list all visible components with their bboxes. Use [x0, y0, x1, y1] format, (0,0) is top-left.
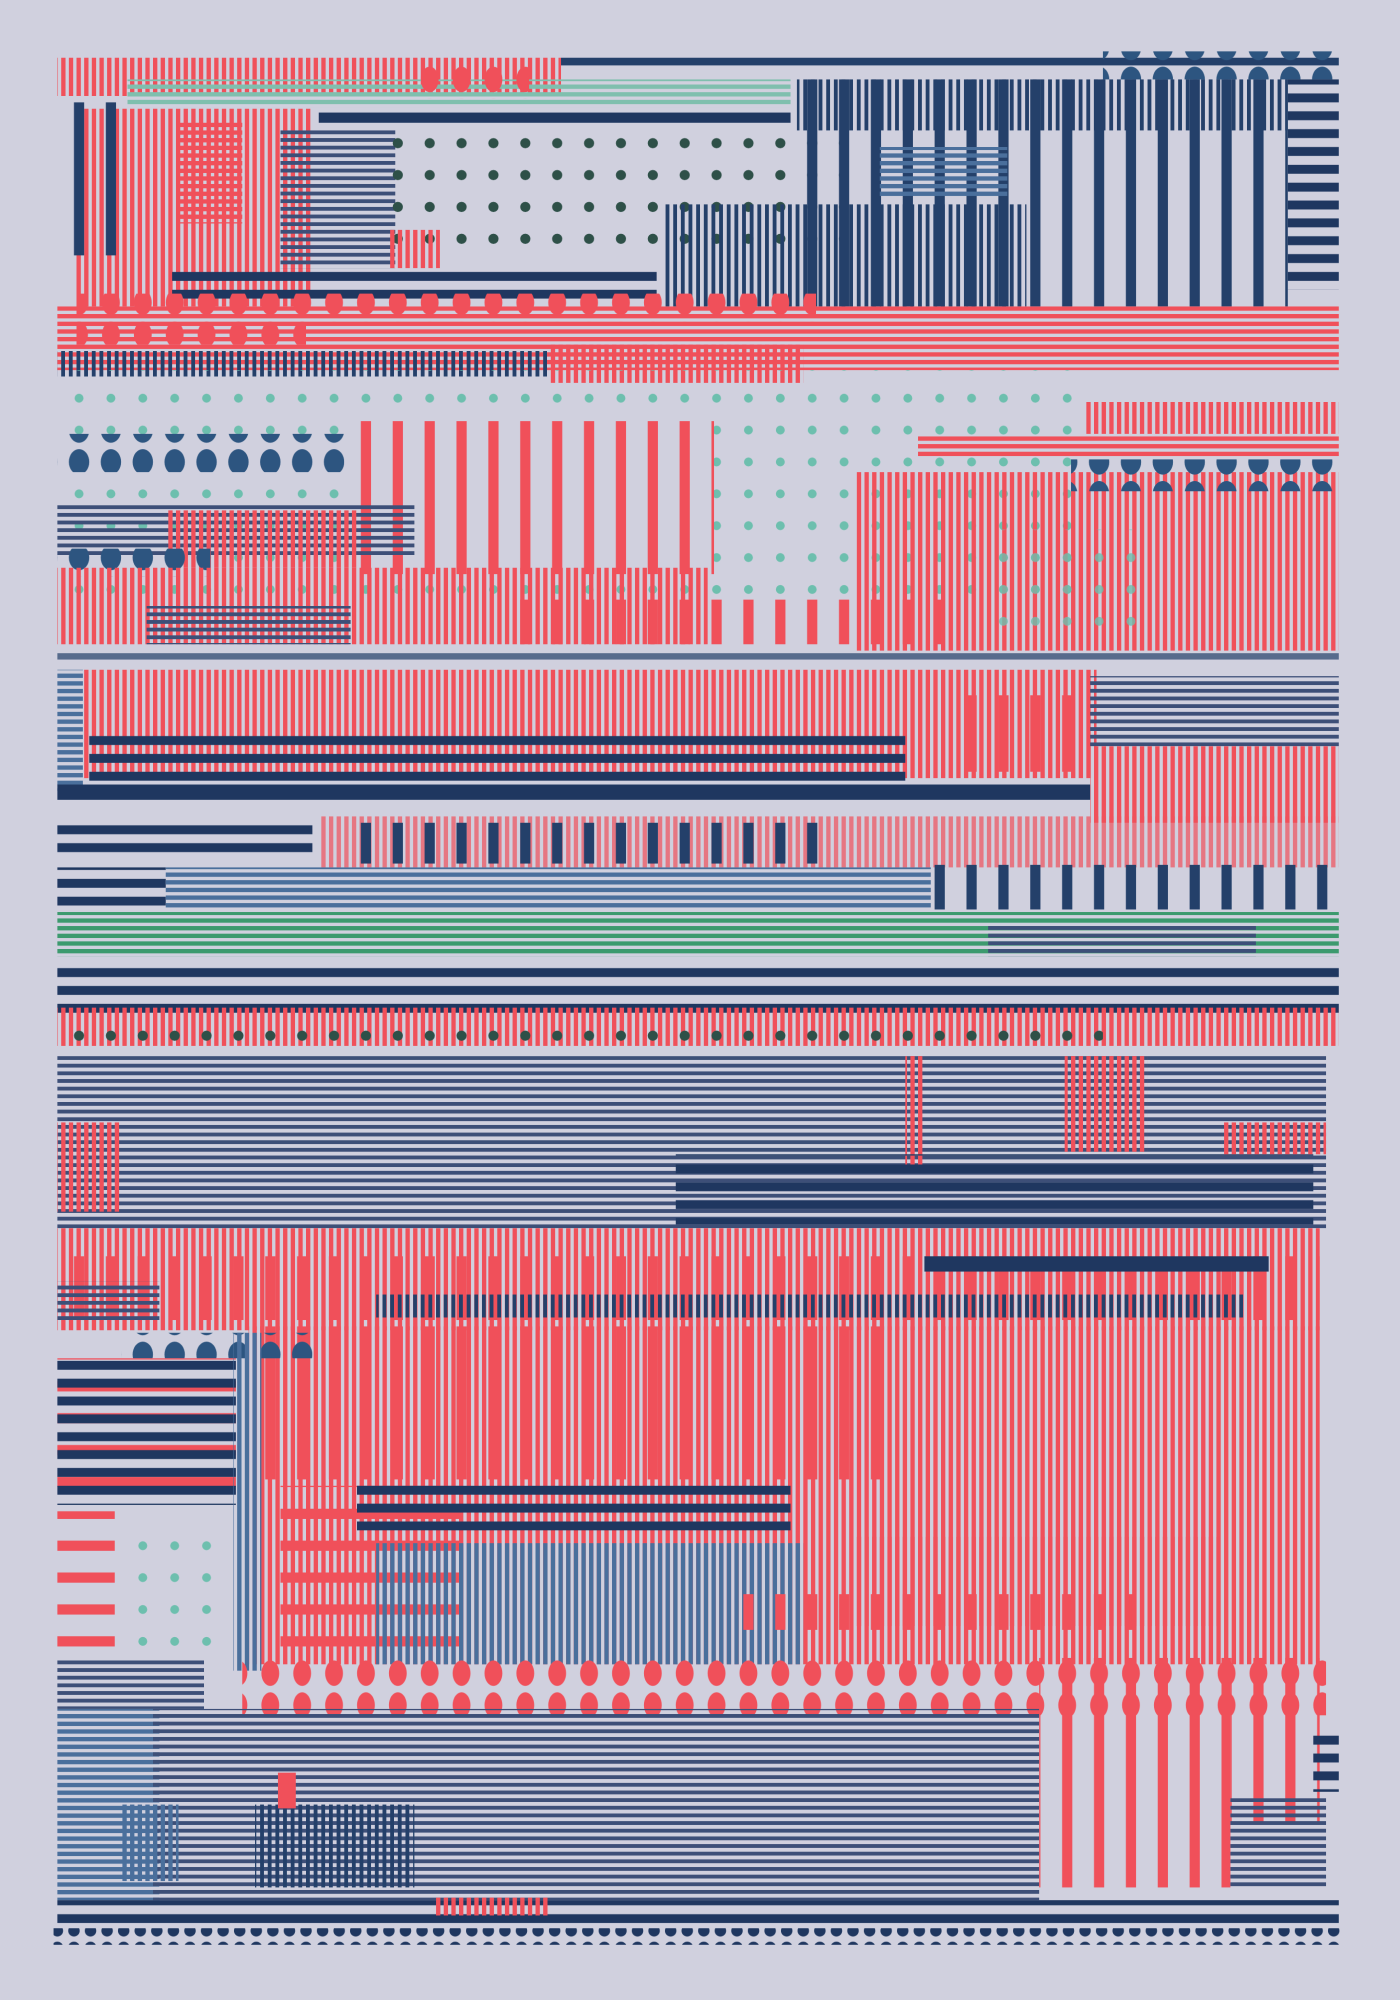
stripe-block	[796, 79, 1288, 131]
stripe-block	[57, 102, 122, 256]
stripe-block	[57, 1281, 160, 1321]
stripe-block	[905, 1056, 925, 1171]
stripe-block	[121, 1804, 179, 1882]
band-slate	[57, 1056, 1327, 1229]
stripe-block	[255, 1804, 415, 1888]
stripe-block	[146, 606, 351, 645]
stripe-block	[1083, 402, 1339, 434]
dot-row	[53, 1928, 1342, 1945]
stripe-block	[57, 1358, 236, 1505]
stripe-block	[57, 963, 1339, 1015]
stripe-block	[1287, 79, 1339, 290]
dot-grid	[981, 529, 1148, 638]
stripe-block	[1064, 1056, 1148, 1152]
stripe-block	[255, 1326, 893, 1480]
stripe-block	[357, 1479, 791, 1531]
stripe-block	[280, 127, 396, 269]
dot-row	[57, 1010, 1103, 1043]
stripe-block	[879, 146, 1008, 198]
dot-row	[121, 1332, 313, 1359]
stripe-line	[561, 57, 1339, 66]
stripe-block	[233, 1332, 262, 1671]
stripe-block	[1224, 1122, 1327, 1155]
band-red-upper	[57, 293, 1339, 383]
stripe-block	[172, 268, 657, 299]
dot-row	[1102, 51, 1339, 80]
dot-row	[57, 433, 345, 473]
stripe-block	[89, 733, 906, 785]
stripe-block	[57, 669, 83, 791]
stripe-block	[376, 1543, 804, 1665]
stripe-block	[57, 1657, 205, 1709]
stripe-block	[949, 695, 1091, 772]
stripe-block	[930, 864, 1339, 910]
stripe-block	[277, 1772, 296, 1809]
stripe-block	[57, 822, 313, 859]
stripe-block	[57, 1122, 122, 1212]
stripe-block	[1313, 1734, 1339, 1792]
stripe-block	[675, 1154, 1314, 1225]
band-top	[57, 51, 1339, 307]
band-middle	[57, 669, 1339, 910]
stripe-line	[57, 653, 1339, 660]
dot-row	[420, 66, 530, 99]
stripe-block	[178, 121, 243, 224]
stripe-block	[376, 1294, 1244, 1318]
stripe-block	[433, 1897, 549, 1916]
band-red-lower	[57, 1228, 1320, 1709]
stripe-line	[57, 784, 1091, 800]
stripe-block	[344, 822, 836, 864]
stripe-block	[57, 1900, 1339, 1924]
stripe-block	[388, 229, 440, 269]
stripe-block	[918, 433, 1339, 457]
dot-row	[1071, 459, 1339, 492]
band-teal	[57, 370, 1339, 660]
stripe-block	[57, 867, 166, 906]
stripe-block	[165, 867, 931, 909]
stripe-block	[1039, 1657, 1231, 1888]
stripe-block	[57, 1511, 115, 1658]
stripe-block	[1090, 676, 1339, 747]
stripe-block	[1230, 1798, 1327, 1888]
stripe-block	[1230, 1657, 1320, 1824]
stripe-line	[924, 1256, 1269, 1272]
stripe-block	[1090, 746, 1339, 823]
dot-row	[76, 293, 307, 345]
stripe-block	[733, 1594, 1148, 1630]
dot-row	[306, 293, 817, 322]
dot-grid	[121, 1536, 217, 1658]
band-green	[57, 912, 1339, 1046]
stripe-line	[318, 112, 791, 123]
stripe-block	[988, 924, 1256, 957]
band-bottom	[53, 1657, 1342, 1945]
